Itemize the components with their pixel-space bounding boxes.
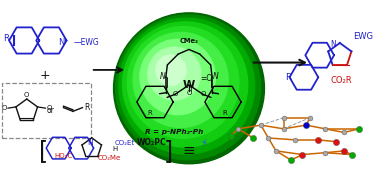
Text: CO₂R: CO₂R [330, 77, 352, 85]
Text: EWG: EWG [353, 32, 373, 41]
Circle shape [127, 27, 239, 138]
Text: R: R [285, 73, 291, 82]
Text: ]: ] [164, 139, 173, 163]
Text: R: R [3, 34, 9, 43]
Text: H: H [113, 146, 118, 152]
Text: R = p-NPh₂-Ph: R = p-NPh₂-Ph [145, 130, 203, 135]
Text: N: N [58, 38, 64, 47]
Text: WO₂PC: WO₂PC [136, 138, 166, 147]
Circle shape [113, 13, 265, 164]
Text: ≡: ≡ [183, 143, 195, 158]
Text: O: O [24, 92, 29, 98]
Text: +: + [40, 69, 51, 82]
Text: or: or [47, 106, 55, 115]
Text: ⚡: ⚡ [201, 138, 208, 148]
Text: HO₂C: HO₂C [54, 153, 73, 159]
Circle shape [119, 18, 255, 154]
Text: CMe₂: CMe₂ [180, 38, 198, 44]
Text: N: N [330, 40, 336, 49]
Text: R: R [147, 110, 152, 116]
Text: R: R [84, 103, 90, 112]
Text: N: N [87, 138, 93, 147]
Text: [: [ [39, 139, 48, 163]
Text: N: N [212, 72, 218, 81]
Text: O: O [2, 105, 7, 111]
Text: W: W [183, 80, 195, 90]
Circle shape [140, 39, 215, 115]
Circle shape [133, 32, 228, 128]
Text: N: N [160, 72, 166, 81]
Text: CO₂Me: CO₂Me [98, 155, 121, 161]
Circle shape [148, 47, 201, 100]
Text: —EWG: —EWG [73, 38, 99, 47]
Text: O: O [200, 91, 206, 97]
Bar [2, 83, 91, 138]
Text: O: O [172, 91, 178, 97]
Text: O: O [46, 105, 52, 111]
Text: R: R [223, 110, 227, 116]
Text: CO₂Et: CO₂Et [115, 140, 135, 146]
Text: O: O [186, 90, 192, 96]
Circle shape [156, 55, 186, 85]
Text: =O: =O [200, 74, 212, 83]
Circle shape [116, 15, 260, 160]
Circle shape [122, 22, 248, 147]
